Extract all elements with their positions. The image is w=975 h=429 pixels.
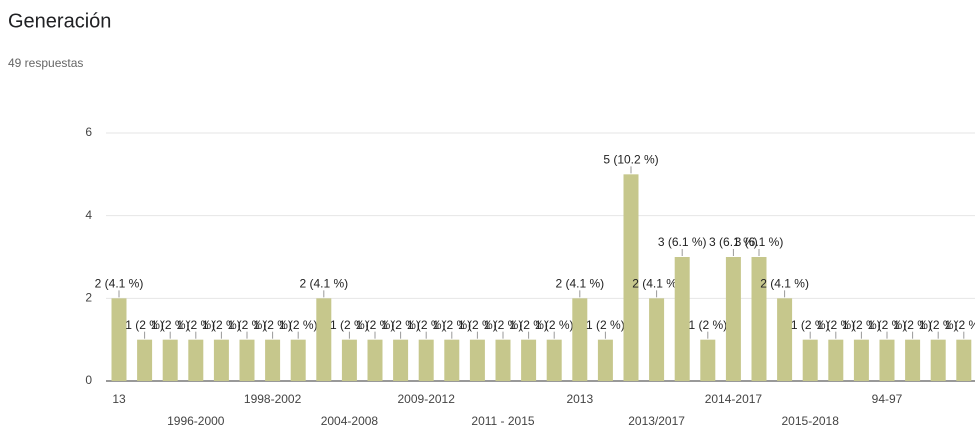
data-label: 1 (2 %)	[279, 318, 318, 332]
bar	[111, 298, 127, 381]
bar	[751, 257, 767, 381]
data-label: 1 (2 %)	[253, 318, 292, 332]
x-tick-label: 1998-2002	[244, 392, 302, 406]
y-tick-label: 0	[85, 373, 92, 387]
x-tick-label: 2011 - 2015	[471, 414, 534, 428]
data-label: 1 (2 %)	[816, 318, 855, 332]
data-label: 5 (10.2 %)	[603, 153, 658, 167]
x-tick-label: 1996-2000	[167, 414, 225, 428]
bar	[521, 339, 537, 381]
response-count: 49 respuestas	[8, 56, 83, 70]
data-label: 1 (2 %)	[176, 318, 215, 332]
bar	[802, 339, 818, 381]
bar	[418, 339, 434, 381]
bar	[853, 339, 869, 381]
data-label: 2 (4.1 %)	[299, 277, 348, 291]
bar	[623, 174, 639, 381]
data-label: 1 (2 %)	[484, 318, 523, 332]
bar	[572, 298, 588, 381]
bar	[265, 339, 281, 381]
bar	[162, 339, 178, 381]
bar	[137, 339, 153, 381]
data-label: 1 (2 %)	[791, 318, 830, 332]
data-label: 1 (2 %)	[893, 318, 932, 332]
data-label: 1 (2 %)	[432, 318, 471, 332]
data-label: 1 (2 %)	[509, 318, 548, 332]
bar	[597, 339, 613, 381]
data-label: 1 (2 %)	[356, 318, 395, 332]
bar	[444, 339, 460, 381]
chart-title: Generación	[8, 10, 111, 32]
bar	[956, 339, 972, 381]
y-tick-label: 6	[85, 125, 92, 139]
y-tick-label: 4	[85, 208, 92, 222]
x-tick-label: 2009-2012	[398, 392, 456, 406]
bar	[495, 339, 511, 381]
bar	[905, 339, 921, 381]
data-label: 1 (2 %)	[688, 318, 727, 332]
x-tick-label: 2013	[566, 392, 593, 406]
data-label: 1 (2 %)	[330, 318, 369, 332]
data-label: 2 (4.1 %)	[95, 277, 144, 291]
x-tick-label: 13	[112, 392, 126, 406]
bar	[777, 298, 793, 381]
data-label: 2 (4.1 %)	[555, 277, 604, 291]
bar	[213, 339, 229, 381]
bar	[649, 298, 665, 381]
x-tick-label: 2013/2017	[628, 414, 685, 428]
bar	[367, 339, 383, 381]
x-tick-label: 94-97	[872, 392, 903, 406]
bar	[674, 257, 690, 381]
bar	[290, 339, 306, 381]
data-label: 1 (2 %)	[919, 318, 958, 332]
bar	[239, 339, 255, 381]
data-label: 1 (2 %)	[202, 318, 241, 332]
bar	[188, 339, 204, 381]
data-label: 1 (2 %)	[868, 318, 907, 332]
data-label: 1 (2 %)	[381, 318, 420, 332]
x-tick-label: 2004-2008	[321, 414, 379, 428]
bar	[700, 339, 716, 381]
data-label: 2 (4.1 %)	[760, 277, 809, 291]
data-label: 1 (2 %)	[151, 318, 190, 332]
y-tick-label: 2	[85, 291, 92, 305]
bar	[725, 257, 741, 381]
data-label: 1 (2 %)	[944, 318, 975, 332]
x-tick-label: 2015-2018	[782, 414, 840, 428]
data-label: 3 (6.1 %)	[658, 235, 707, 249]
data-label: 2 (4.1 %)	[632, 277, 681, 291]
data-label: 3 (6.1 %)	[709, 235, 758, 249]
data-label: 1 (2 %)	[535, 318, 574, 332]
data-label: 1 (2 %)	[228, 318, 267, 332]
bar	[546, 339, 562, 381]
bar	[828, 339, 844, 381]
data-label: 3 (6.1 %)	[735, 235, 784, 249]
bar	[930, 339, 946, 381]
data-label: 1 (2 %)	[842, 318, 881, 332]
bar	[469, 339, 485, 381]
data-label: 1 (2 %)	[458, 318, 497, 332]
data-label: 1 (2 %)	[586, 318, 625, 332]
bar	[341, 339, 357, 381]
data-label: 1 (2 %)	[125, 318, 164, 332]
x-tick-label: 2014-2017	[705, 392, 763, 406]
bar	[316, 298, 332, 381]
data-label: 1 (2 %)	[407, 318, 446, 332]
bar	[393, 339, 409, 381]
bar	[879, 339, 895, 381]
